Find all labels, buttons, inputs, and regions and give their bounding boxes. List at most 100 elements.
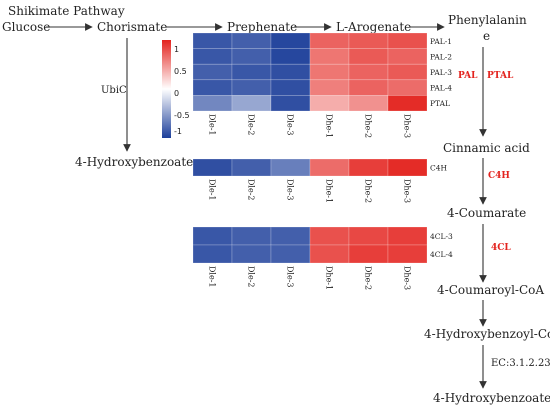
heatmap-cell <box>270 226 311 246</box>
heatmap-cell <box>270 79 311 96</box>
ptal-enzyme-label: PTAL <box>487 71 514 81</box>
heatmap-column-label: Dle-1 <box>208 114 217 136</box>
heatmap-column-label: Dhe-3 <box>403 266 412 290</box>
heatmap-cell <box>231 32 272 49</box>
arogenate-label: L-Arogenate <box>336 20 411 34</box>
heatmap-column-label: Dle-2 <box>247 266 256 288</box>
cinnamic-acid-label: Cinnamic acid <box>443 141 530 155</box>
4cl-enzyme-label: 4CL <box>491 243 511 253</box>
heatmap-row-label: 4CL-3 <box>430 232 453 241</box>
heatmap-column-label: Dhe-3 <box>403 179 412 203</box>
heatmap-cell <box>192 158 233 177</box>
glucose-label: Glucose <box>2 20 50 34</box>
heatmap-cell <box>348 79 389 96</box>
heatmap-cell <box>348 244 389 264</box>
heatmap-cell <box>231 79 272 96</box>
heatmap-cell <box>192 63 233 81</box>
heatmap-cell <box>231 48 272 65</box>
heatmap-column-label: Dhe-1 <box>325 114 334 138</box>
heatmap-cell <box>309 48 350 65</box>
ubic-label: UbiC <box>101 85 127 96</box>
heatmap-cell <box>192 226 233 246</box>
heatmap-cell <box>192 32 233 49</box>
hydroxybenzoate-left-label: 4-Hydroxybenzoate <box>75 155 193 169</box>
heatmap-cell <box>231 244 272 264</box>
heatmap-cell <box>231 63 272 81</box>
ec-label: EC:3.1.2.23 <box>491 358 550 369</box>
heatmap-cell <box>192 79 233 96</box>
scale-tick-1: 1 <box>174 45 179 54</box>
heatmap-cell <box>348 226 389 246</box>
heatmap-column-label: Dhe-3 <box>403 114 412 138</box>
heatmap-cell <box>270 63 311 81</box>
heatmap-cell <box>387 48 428 65</box>
heatmap-row-label: PTAL <box>430 99 450 108</box>
heatmap-column-label: Dle-2 <box>247 114 256 136</box>
heatmaps-group: PAL-1 PAL-2 PAL-3 PAL-4 PTAL Dle-1 Dle-2 Dle-3 D… <box>192 32 453 290</box>
heatmap-cell <box>270 95 311 112</box>
pal-enzyme-label: PAL <box>458 71 478 81</box>
c4h-enzyme-label: C4H <box>488 171 510 181</box>
heatmap-column-label: Dhe-2 <box>364 266 373 290</box>
scale-tick-3: 0 <box>174 89 179 98</box>
heatmap-column-label: Dle-1 <box>208 179 217 201</box>
chorismate-label: Chorismate <box>97 20 167 34</box>
heatmap-cell <box>348 158 389 177</box>
heatmap-row-label: 4CL-4 <box>430 250 453 259</box>
prephenate-label: Prephenate <box>227 20 297 34</box>
heatmap-cell <box>309 158 350 177</box>
heatmap-column-label: Dhe-1 <box>325 179 334 203</box>
scale-tick-2: 0.5 <box>174 67 187 76</box>
heatmap-column-label: Dle-3 <box>286 266 295 288</box>
heatmap-cell <box>192 48 233 65</box>
heatmap-column-label: Dhe-2 <box>364 114 373 138</box>
phenylalanine-label: Phenylalanin <box>448 13 527 27</box>
heatmap-cell <box>231 226 272 246</box>
heatmap-column-label: Dle-2 <box>247 179 256 201</box>
heatmap-cell <box>387 79 428 96</box>
hydroxybenzoyl-coa-label: 4-Hydroxybenzoyl-CoA <box>424 327 550 341</box>
heatmap-cell <box>387 63 428 81</box>
heatmap-row-label: PAL-4 <box>430 84 452 93</box>
heatmap-cell <box>387 158 428 177</box>
scale-tick-4: -0.5 <box>174 111 190 120</box>
heatmap-cell <box>348 48 389 65</box>
coumaroyl-coa-label: 4-Coumaroyl-CoA <box>437 283 544 297</box>
heatmap-cell <box>270 32 311 49</box>
heatmap-row-label: PAL-1 <box>430 37 452 46</box>
heatmap-column-label: Dle-1 <box>208 266 217 288</box>
coumarate-label: 4-Coumarate <box>447 206 526 220</box>
heatmap-cell <box>231 95 272 112</box>
heatmap-cell <box>309 95 350 112</box>
heatmap-cell <box>348 63 389 81</box>
heatmap-cell <box>192 95 233 112</box>
heatmap-cell <box>387 32 428 49</box>
heatmap-column-label: Dle-3 <box>286 179 295 201</box>
heatmap-cell <box>192 244 233 264</box>
heatmap-row-label: C4H <box>430 164 448 173</box>
heatmap-column-label: Dhe-2 <box>364 179 373 203</box>
heatmap-row-label: PAL-2 <box>430 52 452 61</box>
scale-tick-5: -1 <box>174 127 182 136</box>
heatmap-cell <box>309 32 350 49</box>
heatmap-cell <box>387 244 428 264</box>
heatmap-cell <box>387 95 428 112</box>
heatmap-cell <box>309 63 350 81</box>
heatmap-row-label: PAL-3 <box>430 68 452 77</box>
heatmap-cell <box>270 244 311 264</box>
heatmap-cell <box>348 32 389 49</box>
heatmap-cell <box>387 226 428 246</box>
shikimate-label: Shikimate Pathway <box>8 4 125 18</box>
heatmap-cell <box>231 158 272 177</box>
heatmap-cell <box>348 95 389 112</box>
phenylalanine-label-wrap: e <box>483 29 490 43</box>
heatmap-cell <box>309 79 350 96</box>
hydroxybenzoate-bottom-label: 4-Hydroxybenzoate <box>433 391 550 405</box>
heatmap-column-label: Dhe-1 <box>325 266 334 290</box>
heatmap-cell <box>309 244 350 264</box>
heatmap-cell <box>309 226 350 246</box>
color-scale-bar <box>162 40 171 138</box>
heatmap-cell <box>270 48 311 65</box>
